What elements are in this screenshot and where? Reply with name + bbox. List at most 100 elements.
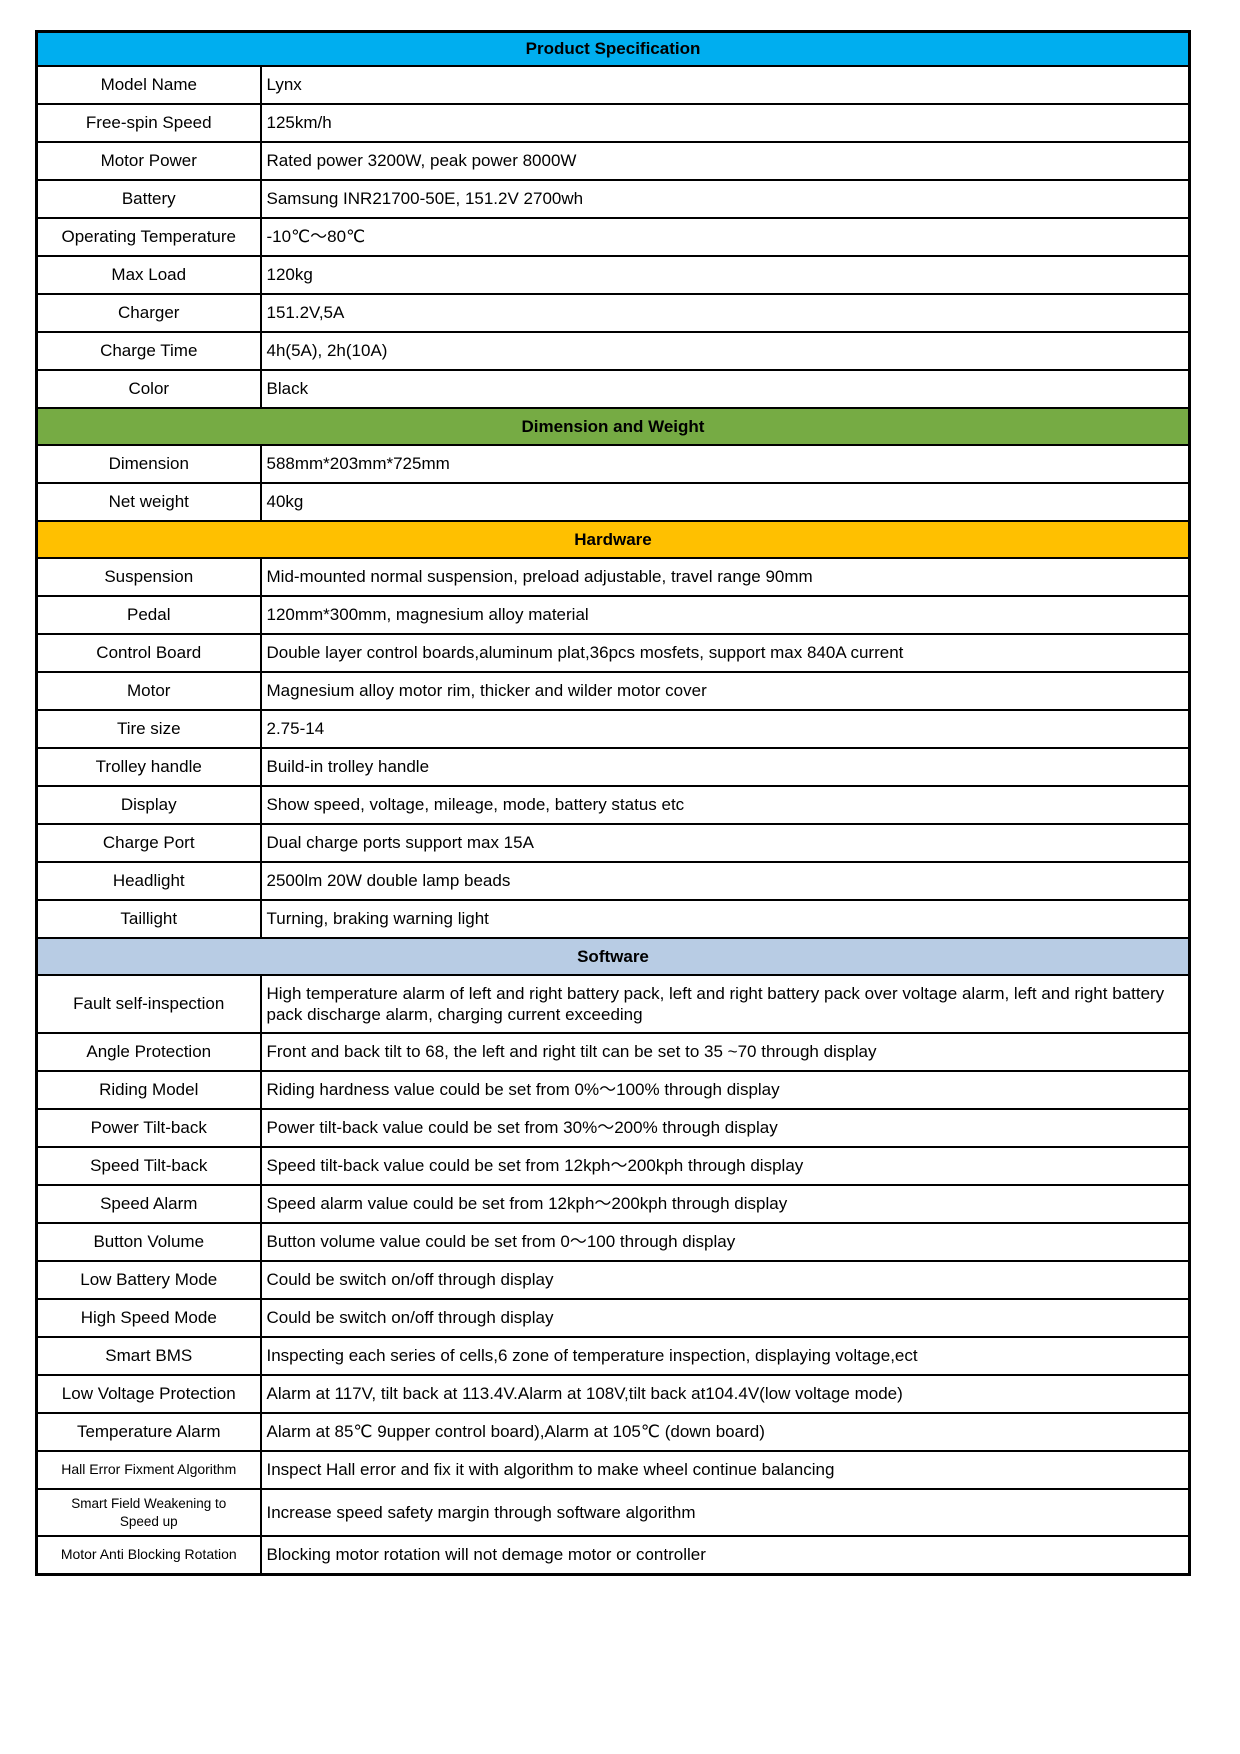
spec-value: Mid-mounted normal suspension, preload a…: [259, 557, 1191, 597]
spec-row: Hall Error Fixment Algorithm Inspect Hal…: [35, 1450, 1191, 1490]
spec-row: Taillight Turning, braking warning light: [35, 899, 1191, 939]
spec-value: Power tilt-back value could be set from …: [259, 1108, 1191, 1148]
spec-label: Hall Error Fixment Algorithm: [35, 1450, 262, 1490]
spec-row: Riding Model Riding hardness value could…: [35, 1070, 1191, 1110]
spec-value: 2500lm 20W double lamp beads: [259, 861, 1191, 901]
spec-row: Smart Field Weakening to Speed up Increa…: [35, 1488, 1191, 1537]
spec-label: Button Volume: [35, 1222, 262, 1262]
spec-row: Charge Port Dual charge ports support ma…: [35, 823, 1191, 863]
spec-value: -10℃～80℃: [259, 217, 1191, 257]
spec-value: Blocking motor rotation will not demage …: [259, 1535, 1191, 1576]
spec-label: Temperature Alarm: [35, 1412, 262, 1452]
spec-row: Motor Power Rated power 3200W, peak powe…: [35, 141, 1191, 181]
spec-value: 40kg: [259, 482, 1191, 522]
spec-value: High temperature alarm of left and right…: [259, 974, 1191, 1034]
spec-value: Increase speed safety margin through sof…: [259, 1488, 1191, 1537]
spec-label: Low Battery Mode: [35, 1260, 262, 1300]
section-header-software: Software: [35, 937, 1191, 976]
spec-value: Rated power 3200W, peak power 8000W: [259, 141, 1191, 181]
spec-label: Suspension: [35, 557, 262, 597]
spec-row: Max Load 120kg: [35, 255, 1191, 295]
spec-label: Low Voltage Protection: [35, 1374, 262, 1414]
spec-label: Smart Field Weakening to Speed up: [35, 1488, 262, 1537]
spec-label: Motor Power: [35, 141, 262, 181]
spec-value: Button volume value could be set from 0～…: [259, 1222, 1191, 1262]
spec-label: Speed Alarm: [35, 1184, 262, 1224]
spec-label: Charge Port: [35, 823, 262, 863]
spec-value: Dual charge ports support max 15A: [259, 823, 1191, 863]
spec-value: Could be switch on/off through display: [259, 1298, 1191, 1338]
spec-row: Display Show speed, voltage, mileage, mo…: [35, 785, 1191, 825]
spec-row: Control Board Double layer control board…: [35, 633, 1191, 673]
spec-row: Headlight 2500lm 20W double lamp beads: [35, 861, 1191, 901]
spec-label: Trolley handle: [35, 747, 262, 787]
spec-row: Operating Temperature -10℃～80℃: [35, 217, 1191, 257]
spec-label: Headlight: [35, 861, 262, 901]
spec-row: Charger 151.2V,5A: [35, 293, 1191, 333]
spec-value: Could be switch on/off through display: [259, 1260, 1191, 1300]
spec-label: Smart BMS: [35, 1336, 262, 1376]
product-spec-table: Product Specification Model Name Lynx Fr…: [35, 30, 1191, 1576]
spec-label: Free-spin Speed: [35, 103, 262, 143]
spec-row: Button Volume Button volume value could …: [35, 1222, 1191, 1262]
spec-value: Samsung INR21700-50E, 151.2V 2700wh: [259, 179, 1191, 219]
spec-value: 125km/h: [259, 103, 1191, 143]
spec-label: High Speed Mode: [35, 1298, 262, 1338]
spec-row: Model Name Lynx: [35, 65, 1191, 105]
spec-label: Operating Temperature: [35, 217, 262, 257]
spec-row: Low Voltage Protection Alarm at 117V, ti…: [35, 1374, 1191, 1414]
spec-value: Show speed, voltage, mileage, mode, batt…: [259, 785, 1191, 825]
spec-label: Net weight: [35, 482, 262, 522]
spec-row: Motor Anti Blocking Rotation Blocking mo…: [35, 1535, 1191, 1576]
spec-label: Motor: [35, 671, 262, 711]
spec-value: Riding hardness value could be set from …: [259, 1070, 1191, 1110]
spec-value: Front and back tilt to 68, the left and …: [259, 1032, 1191, 1072]
spec-value: 151.2V,5A: [259, 293, 1191, 333]
spec-row: Angle Protection Front and back tilt to …: [35, 1032, 1191, 1072]
spec-row: Power Tilt-back Power tilt-back value co…: [35, 1108, 1191, 1148]
spec-label: Riding Model: [35, 1070, 262, 1110]
spec-label: Speed Tilt-back: [35, 1146, 262, 1186]
spec-label: Tire size: [35, 709, 262, 749]
spec-row: Speed Tilt-back Speed tilt-back value co…: [35, 1146, 1191, 1186]
spec-row: Charge Time 4h(5A), 2h(10A): [35, 331, 1191, 371]
spec-value: Double layer control boards,aluminum pla…: [259, 633, 1191, 673]
spec-row: Temperature Alarm Alarm at 85℃ 9upper co…: [35, 1412, 1191, 1452]
spec-row: Motor Magnesium alloy motor rim, thicker…: [35, 671, 1191, 711]
spec-row: Free-spin Speed 125km/h: [35, 103, 1191, 143]
spec-row: High Speed Mode Could be switch on/off t…: [35, 1298, 1191, 1338]
spec-label: Model Name: [35, 65, 262, 105]
spec-label: Motor Anti Blocking Rotation: [35, 1535, 262, 1576]
spec-value: Alarm at 117V, tilt back at 113.4V.Alarm…: [259, 1374, 1191, 1414]
spec-row: Trolley handle Build-in trolley handle: [35, 747, 1191, 787]
section-row: Software: [35, 937, 1191, 976]
spec-row: Tire size 2.75-14: [35, 709, 1191, 749]
spec-label: Dimension: [35, 444, 262, 484]
spec-value: Speed alarm value could be set from 12kp…: [259, 1184, 1191, 1224]
spec-label: Display: [35, 785, 262, 825]
spec-value: 588mm*203mm*725mm: [259, 444, 1191, 484]
spec-row: Pedal 120mm*300mm, magnesium alloy mater…: [35, 595, 1191, 635]
spec-row: Dimension 588mm*203mm*725mm: [35, 444, 1191, 484]
spec-row: Battery Samsung INR21700-50E, 151.2V 270…: [35, 179, 1191, 219]
spec-row: Color Black: [35, 369, 1191, 409]
spec-value: Magnesium alloy motor rim, thicker and w…: [259, 671, 1191, 711]
table-title: Product Specification: [35, 30, 1191, 67]
spec-label: Pedal: [35, 595, 262, 635]
spec-label: Charger: [35, 293, 262, 333]
spec-value: Speed tilt-back value could be set from …: [259, 1146, 1191, 1186]
spec-value: Inspecting each series of cells,6 zone o…: [259, 1336, 1191, 1376]
spec-label: Control Board: [35, 633, 262, 673]
spec-value: Turning, braking warning light: [259, 899, 1191, 939]
spec-label: Max Load: [35, 255, 262, 295]
spec-value: 120mm*300mm, magnesium alloy material: [259, 595, 1191, 635]
spec-row: Low Battery Mode Could be switch on/off …: [35, 1260, 1191, 1300]
spec-row: Fault self-inspection High temperature a…: [35, 974, 1191, 1034]
section-row: Dimension and Weight: [35, 407, 1191, 446]
spec-label: Power Tilt-back: [35, 1108, 262, 1148]
spec-value: 120kg: [259, 255, 1191, 295]
spec-row: Suspension Mid-mounted normal suspension…: [35, 557, 1191, 597]
section-header-hardware: Hardware: [35, 520, 1191, 559]
spec-value: Inspect Hall error and fix it with algor…: [259, 1450, 1191, 1490]
spec-label: Taillight: [35, 899, 262, 939]
